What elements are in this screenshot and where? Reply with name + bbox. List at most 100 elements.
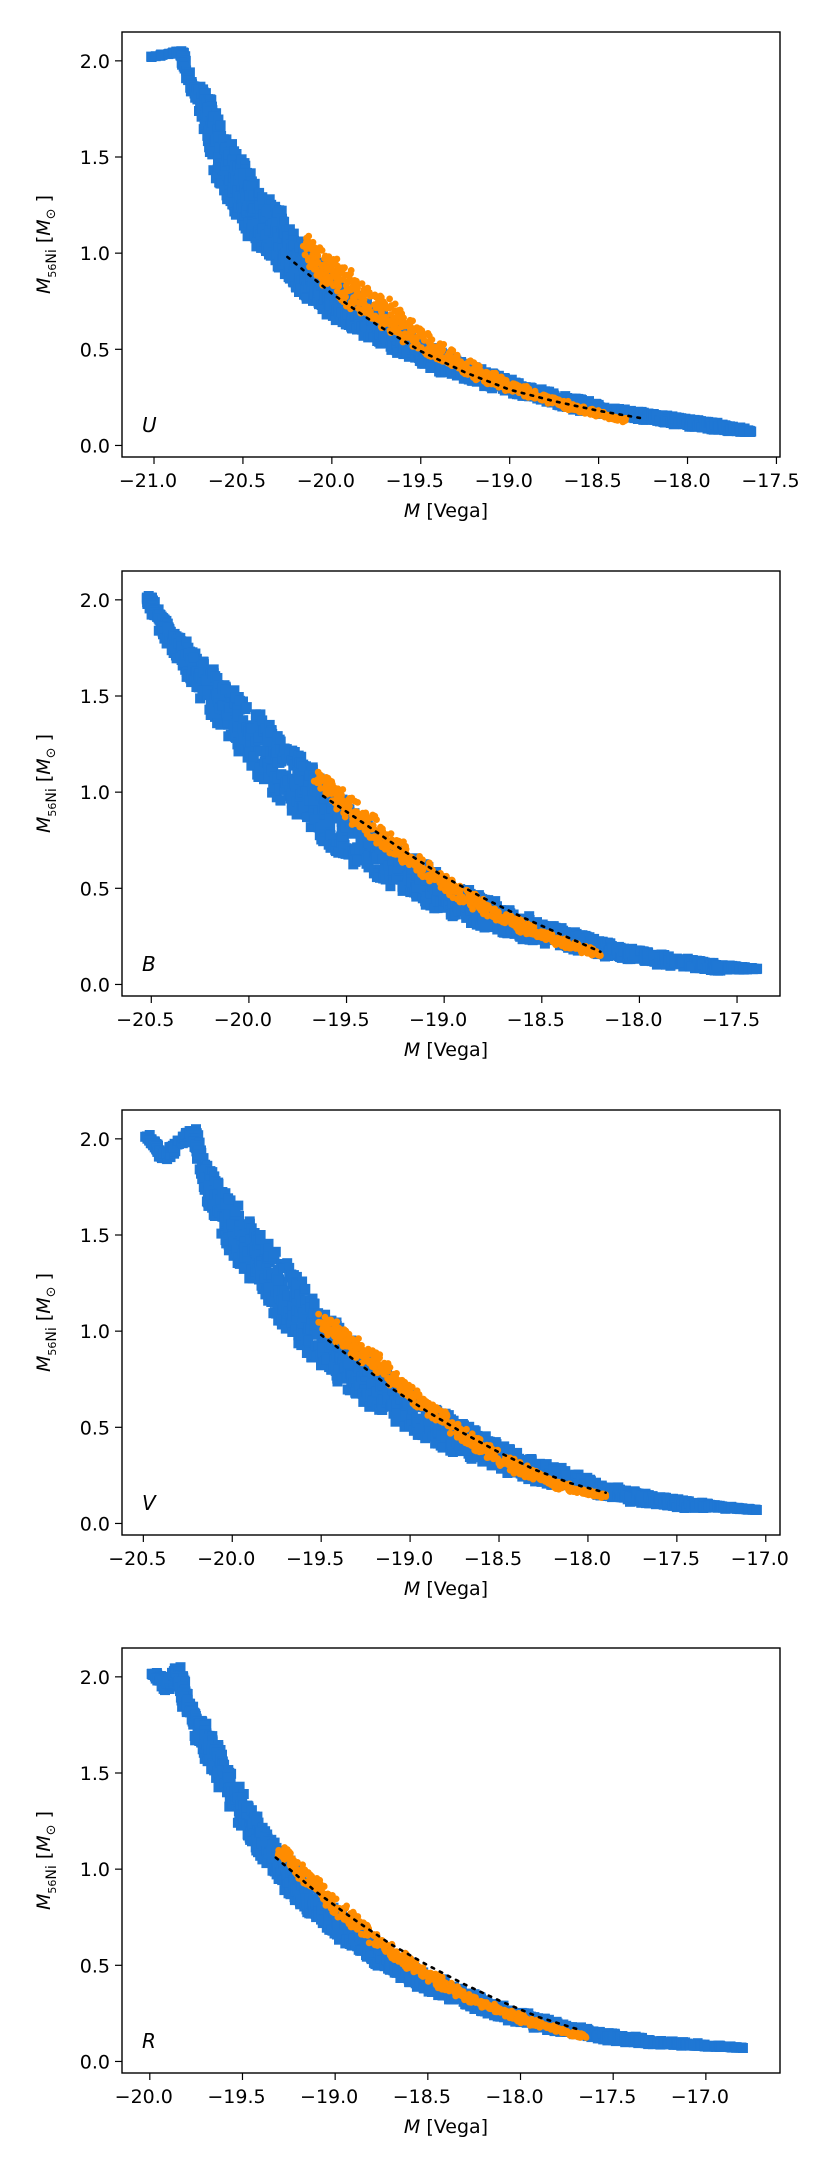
model-point [289,267,300,277]
x-axis-label: M [Vega] [404,500,488,522]
model-point [291,809,302,820]
model-point [568,395,579,406]
model-point [263,1243,274,1254]
x-tick-label: −20.0 [297,470,355,492]
x-tick-label: −18.0 [604,1009,662,1031]
x-tick-label: −20.0 [214,1009,272,1031]
model-point [255,746,266,757]
model-point [555,923,566,934]
y-tick-label: 2.0 [80,590,110,612]
observed-point [382,838,389,845]
observed-point [365,303,372,311]
model-point [237,1230,247,1241]
model-point [242,1251,253,1262]
model-point [273,1275,284,1286]
model-point [414,874,425,885]
y-axis-label-mass: M [33,219,55,235]
x-axis-label-symbol: M [404,500,420,522]
y-axis-label-isotope: 56 [46,264,59,278]
axes-frame [121,570,781,997]
model-point [247,219,258,230]
observed-point [317,784,324,792]
model-point [199,1172,210,1183]
plot-area [141,591,763,976]
model-point [213,1179,224,1190]
model-point [266,1297,277,1307]
observed-point [318,247,326,254]
model-point [385,881,396,892]
observed-point [314,252,322,260]
model-point [188,652,199,663]
model-point [257,223,268,234]
model-point [191,682,202,692]
y-tick-label: 1.0 [80,782,110,804]
model-point [231,1244,242,1255]
model-point [195,693,206,704]
observed-point [386,295,393,303]
model-point [238,174,249,184]
model-point [317,304,328,315]
model-point [156,49,167,60]
model-point [300,1312,311,1323]
observed-point [386,304,393,312]
model-point [278,1263,289,1274]
plot-area [140,1124,762,1515]
y-axis-label-close: ] [33,195,55,208]
model-point [309,1320,320,1331]
model-point [229,1219,240,1230]
model-point [744,427,755,437]
y-axis-label: M56Ni [M⊙ ] [33,734,60,833]
x-tick-label: −19.0 [409,1009,467,1031]
model-point [264,719,275,730]
x-tick-label: −19.5 [386,470,444,492]
observed-point [373,816,380,823]
axes-frame [121,31,781,458]
observed-point [338,791,345,799]
model-point [187,647,198,658]
y-axis-label-element: Ni [44,788,60,802]
observed-point [419,873,427,881]
model-point [263,243,274,254]
model-point [216,710,226,721]
y-tick-label: 0.0 [80,435,110,457]
panel-v: −20.5 −20.0 −19.5 −19.0 −18.5 −18.0 −17.5 −17.0… [33,1109,789,1600]
y-tick-label: 1.5 [80,686,110,708]
model-point [298,802,309,813]
model-point [266,1269,277,1280]
model-point [239,1236,250,1247]
model-point [244,1273,255,1284]
model-point [222,717,233,728]
model-point [233,746,244,757]
x-tick-label: −17.5 [741,470,799,492]
model-point [181,636,192,647]
model-point [245,730,256,741]
model-point [633,953,644,964]
model-point [245,736,256,747]
model-point [490,896,501,907]
y-axis-label-symbol: M [33,278,55,294]
model-point [289,778,300,788]
model-point [318,836,329,847]
y-axis-label-bracket: [ [33,775,55,788]
model-point [257,715,268,726]
observed-point [353,277,360,285]
observed-point [354,799,361,806]
model-point [291,1281,302,1292]
model-point [205,94,216,105]
observed-point [360,814,368,822]
model-point [751,964,762,975]
x-axis-label-symbol: M [404,1039,420,1061]
model-point [300,1283,311,1294]
model-point [588,934,599,945]
model-point [176,641,187,652]
model-point [309,814,320,825]
model-point [238,1257,249,1268]
model-point [272,207,283,218]
y-axis-label-bracket: [ [33,236,55,249]
model-point [424,894,435,905]
model-point [280,248,291,258]
model-point [246,723,257,734]
model-point [363,850,374,861]
model-point [227,139,237,150]
observed-point [340,276,348,283]
